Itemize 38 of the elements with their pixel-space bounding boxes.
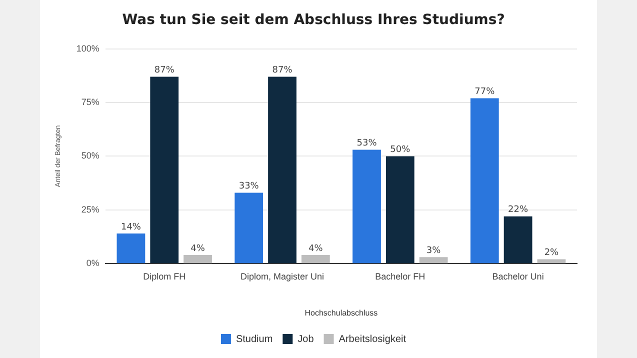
bar [268, 76, 296, 264]
x-tick-label: Bachelor FH [375, 271, 426, 282]
y-tick-label: 75% [81, 96, 100, 107]
bar [419, 257, 448, 264]
y-tick-label: 50% [81, 150, 100, 161]
legend-label: Studium [236, 334, 273, 345]
data-label: 87% [272, 66, 293, 76]
data-label: 22% [508, 205, 528, 216]
data-label: 53% [356, 138, 378, 149]
bar [234, 192, 264, 264]
bar [504, 216, 532, 264]
x-tick-label: Diplom FH [143, 271, 186, 282]
x-axis-title: Hochschulabschluss [304, 308, 378, 318]
data-label: 4% [190, 244, 206, 254]
bar [537, 259, 566, 264]
data-label: 33% [238, 182, 260, 192]
legend-label: Job [298, 334, 314, 345]
data-label: 3% [426, 246, 442, 256]
data-label: 14% [120, 222, 142, 232]
x-tick-label: Diplom, Magister Uni [240, 271, 324, 282]
data-label: 50% [390, 145, 411, 156]
y-tick-label: 0% [86, 258, 100, 268]
y-tick-label: 100% [76, 43, 100, 54]
bar [352, 150, 381, 264]
bar [386, 156, 414, 264]
x-tick-label: Bachelor Uni [492, 271, 544, 282]
legend-label: Arbeitslosigkeit [338, 334, 406, 345]
bar [116, 234, 146, 264]
bar [150, 76, 179, 264]
chart-title: Was tun Sie seit dem Abschluss Ihres Studiums? [122, 12, 505, 28]
bar [184, 255, 212, 264]
data-label: 87% [154, 66, 175, 76]
bar [470, 98, 499, 264]
y-tick-label: 25% [81, 204, 100, 214]
bar [301, 255, 330, 264]
data-label: 4% [308, 244, 324, 254]
data-label: 2% [544, 248, 560, 258]
data-label: 77% [474, 87, 496, 98]
